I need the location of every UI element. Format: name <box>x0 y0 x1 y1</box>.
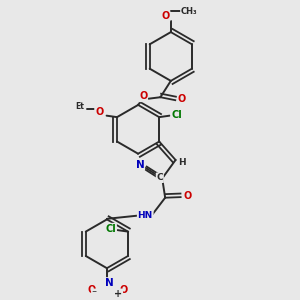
Text: O: O <box>178 94 186 104</box>
Text: Cl: Cl <box>105 224 116 234</box>
Text: O: O <box>139 91 147 101</box>
Text: C: C <box>157 173 163 182</box>
Text: N: N <box>105 278 114 288</box>
Text: O: O <box>161 11 169 21</box>
Text: +: + <box>114 289 122 299</box>
Text: ⁻: ⁻ <box>92 289 97 299</box>
Text: N: N <box>136 160 144 170</box>
Text: HN: HN <box>138 211 153 220</box>
Text: O: O <box>183 191 192 201</box>
Text: O: O <box>95 107 103 117</box>
Text: H: H <box>178 158 186 167</box>
Text: Cl: Cl <box>171 110 182 120</box>
Text: O: O <box>119 285 128 295</box>
Text: Et: Et <box>75 102 84 111</box>
Text: CH₃: CH₃ <box>181 7 198 16</box>
Text: O: O <box>88 285 96 295</box>
